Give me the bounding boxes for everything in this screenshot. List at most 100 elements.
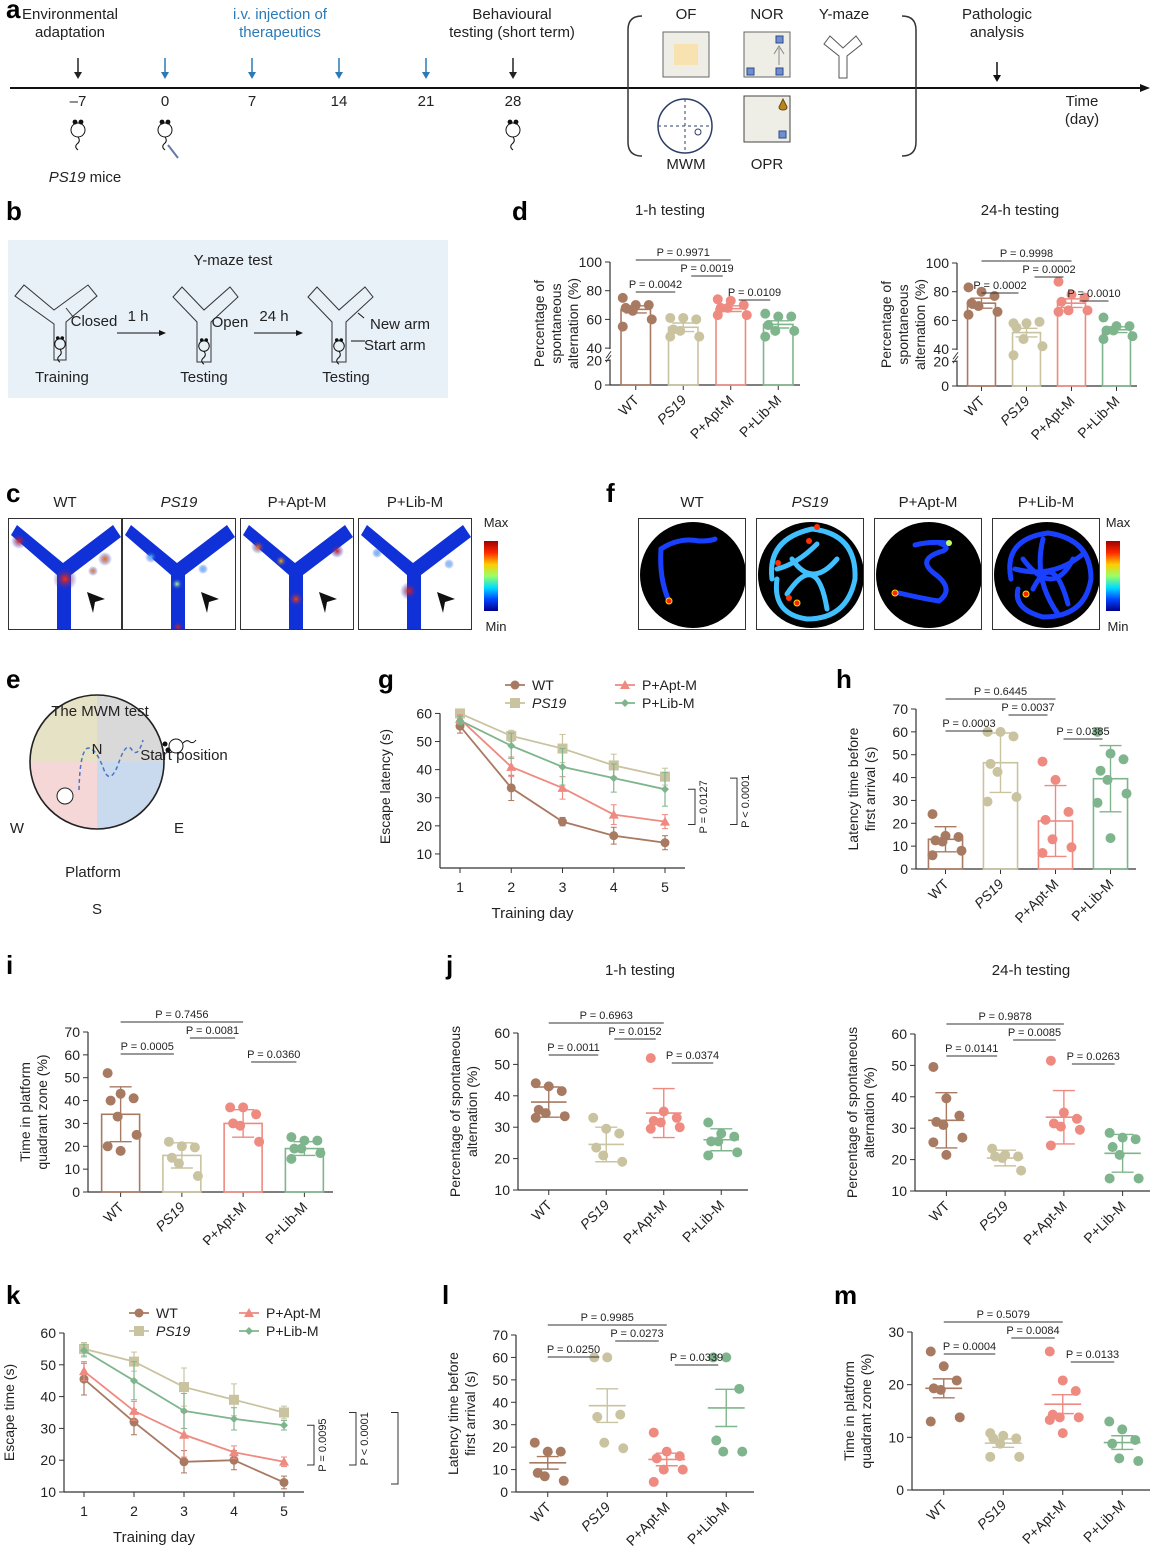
p-value-label: P = 0.0037 — [1001, 702, 1054, 714]
p-value-label: P < 0.0001 — [359, 1412, 371, 1465]
x-tick-label: WT — [926, 1197, 953, 1224]
data-point — [938, 1120, 949, 1131]
data-point — [599, 1437, 610, 1448]
data-point — [1040, 814, 1051, 825]
data-point — [1092, 797, 1103, 808]
data-point — [1057, 1428, 1068, 1439]
legend-label: WT — [532, 677, 554, 693]
heatmap-maze — [125, 525, 235, 629]
y-tick-label: 50 — [494, 1056, 510, 1072]
data-point — [982, 726, 993, 737]
x-tick-label: P+Lib-M — [262, 1199, 310, 1245]
p-value-label: P = 0.9878 — [978, 1011, 1031, 1023]
data-point — [615, 1409, 626, 1420]
data-point — [721, 1352, 732, 1363]
of-arena-icon — [662, 31, 710, 78]
data-point — [189, 1142, 200, 1153]
mwm-heatmap-PS19 — [756, 518, 864, 630]
data-point — [1127, 331, 1138, 342]
heatmap-hotspot — [98, 552, 112, 566]
data-point — [592, 1411, 603, 1422]
x-tick-label: P+Apt-M — [1012, 876, 1062, 926]
data-point — [1054, 1412, 1065, 1423]
x-tick-label: P+Lib-M — [1068, 876, 1116, 924]
data-point — [540, 1108, 551, 1119]
data-point — [602, 1352, 613, 1363]
mouse-tail-icon — [510, 136, 515, 151]
data-point — [229, 1394, 239, 1405]
x-tick-label: P+Apt-M — [199, 1199, 249, 1245]
y-tick-label: 60 — [892, 724, 908, 740]
data-point — [658, 1106, 669, 1117]
quadrant-nw — [30, 695, 97, 762]
y-axis-label: first arrival (s) — [862, 747, 878, 832]
data-point — [1011, 792, 1022, 802]
stage-testing-24h: Testing — [322, 369, 370, 386]
y-tick-label: 0 — [900, 861, 908, 877]
data-point — [741, 310, 752, 321]
data-point — [618, 1443, 629, 1454]
y-tick-label: 10 — [888, 1429, 904, 1445]
data-point — [1066, 842, 1077, 853]
y-axis-label: quadrant zone (%) — [34, 1054, 50, 1169]
mwm-heatmap-WT — [638, 518, 746, 630]
mouse-body-icon — [198, 340, 210, 352]
data-point — [1066, 289, 1077, 300]
data-point — [558, 1475, 569, 1486]
data-point — [738, 300, 749, 311]
legend-label: P+Lib-M — [642, 695, 695, 711]
data-point — [963, 282, 974, 293]
bar-WT — [620, 308, 652, 386]
arrowhead-pointer-icon — [437, 592, 455, 613]
legend-marker — [245, 1327, 253, 1335]
x-tick-label: PS19 — [974, 1497, 1010, 1533]
mouse-tail-icon — [182, 739, 197, 744]
p-value-label: P = 0.0374 — [666, 1050, 719, 1062]
y-tick-label: 0 — [594, 377, 602, 393]
p-value-label: P = 0.0003 — [942, 718, 995, 730]
data-point — [254, 1136, 265, 1147]
x-tick-label: PS19 — [976, 1198, 1012, 1234]
y-tick-label: 20 — [586, 352, 602, 368]
y-axis-label: alternation (%) — [912, 279, 928, 370]
heatmap-hotspot — [251, 540, 265, 554]
data-point — [1118, 754, 1129, 765]
data-point — [732, 1147, 743, 1158]
y-tick-label: 10 — [892, 838, 908, 854]
data-point — [1117, 1132, 1128, 1143]
y-tick-label: 0 — [941, 378, 949, 394]
legend-label: P+Apt-M — [266, 1305, 321, 1321]
data-point — [1082, 305, 1093, 316]
y-axis-label: quadrant zone (%) — [858, 1353, 874, 1468]
day-arrowhead — [248, 72, 256, 79]
x-tick-label: WT — [527, 1498, 554, 1525]
heatmap-f-title: WT — [680, 494, 704, 511]
heatmap-hotspot — [330, 544, 344, 558]
mwm-schematic — [29, 694, 197, 830]
day-label: 28 — [504, 93, 522, 110]
label-new-arm: New arm — [370, 316, 431, 333]
y-tick-label: 30 — [64, 1115, 80, 1131]
data-point — [998, 1430, 1009, 1441]
nor-object-icon — [746, 67, 755, 76]
data-point — [954, 1412, 965, 1423]
x-tick-label: 4 — [610, 879, 618, 895]
y-tick-label: 40 — [933, 341, 949, 357]
data-point — [1071, 1113, 1082, 1124]
data-point — [1133, 1456, 1144, 1467]
data-point — [992, 766, 1003, 777]
label-mwm: MWM — [666, 156, 706, 173]
data-point — [703, 1117, 714, 1128]
data-point — [180, 1406, 188, 1415]
data-point — [530, 1112, 541, 1123]
data-point — [660, 838, 670, 848]
data-point — [1104, 1127, 1115, 1138]
x-tick-label: WT — [961, 392, 988, 419]
y-tick-label: 60 — [586, 311, 602, 327]
data-point — [643, 300, 654, 311]
y-tick-label: 60 — [416, 705, 432, 721]
heatmap-hotspot — [665, 597, 673, 605]
data-point — [985, 1451, 996, 1462]
data-point — [928, 1061, 939, 1072]
